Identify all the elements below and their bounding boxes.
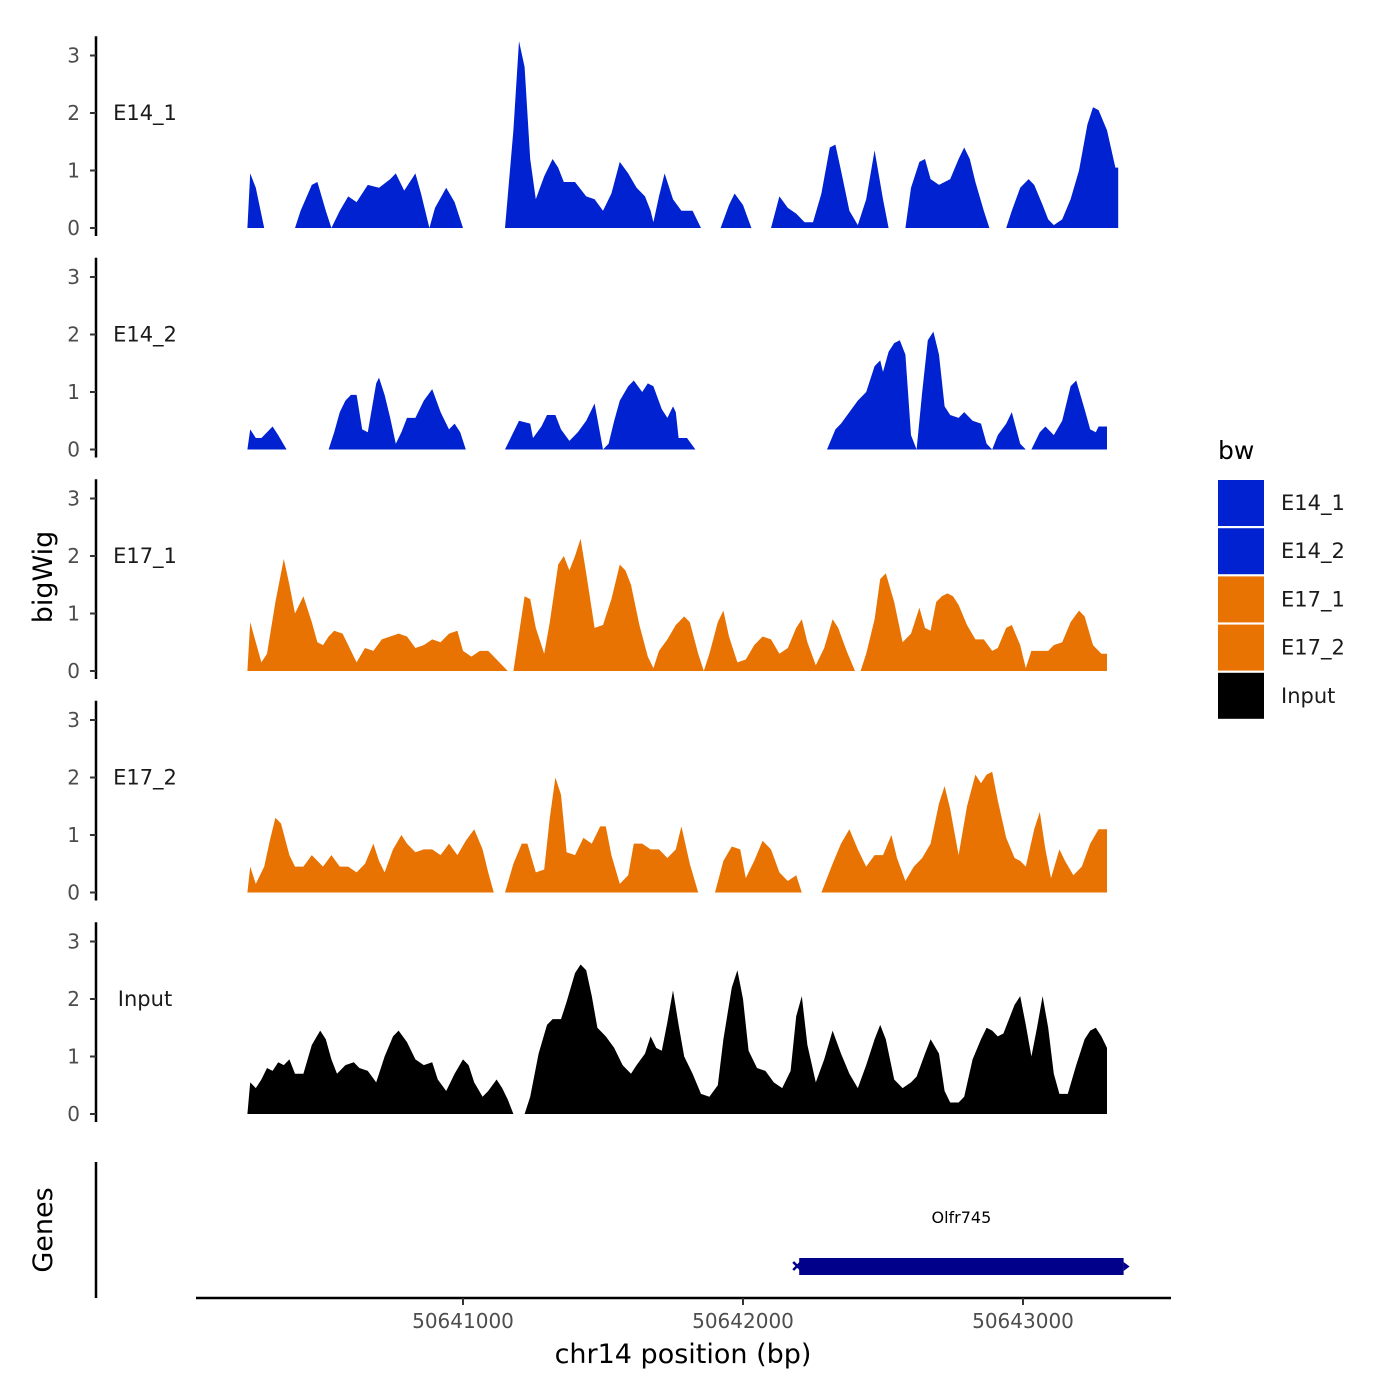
coverage-area-e14-2-0 [247, 426, 287, 450]
x-tick-label: 50641000 [412, 1309, 514, 1333]
genes-axis-title: Genes [28, 1187, 59, 1272]
x-axis-title: chr14 position (bp) [555, 1339, 812, 1370]
coverage-area-e17-2-3 [821, 771, 1107, 893]
legend-entries: E14_1 E14_2 E17_1 E17_2 Input [1218, 480, 1345, 719]
y-tick-label: 2 [67, 101, 80, 125]
y-tick-label: 1 [67, 159, 80, 183]
track-label-input: Input [118, 987, 172, 1011]
legend-label: E17_2 [1281, 636, 1345, 661]
legend-swatch [1218, 624, 1264, 671]
y-tick-label: 1 [67, 1045, 80, 1069]
legend-entry-e17-1: E17_1 [1218, 576, 1345, 623]
coverage-area-e17-1-2 [860, 573, 1107, 671]
legend-entry-input: Input [1218, 672, 1335, 719]
track-label-e14-2: E14_2 [113, 323, 177, 348]
legend: bw E14_1 E14_2 E17_1 E17_2 Input [1218, 436, 1345, 719]
y-tick-label: 2 [67, 766, 80, 790]
y-tick-label: 0 [67, 659, 80, 683]
coverage-area-e14-1-1 [295, 173, 463, 228]
x-ticks: 50641000 50642000 50643000 [412, 1298, 1074, 1333]
tracks-layer: 0 1 2 3 E14_1 0 1 2 3 E14_2 0 1 2 3 E17_1 0 1 2 3 E17_2 0 1 2 3… [67, 36, 1119, 1126]
y-tick-label: 0 [67, 438, 80, 462]
legend-swatch [1218, 528, 1264, 575]
y-tick-label: 1 [67, 380, 80, 404]
track-input: 0 1 2 3 Input [67, 922, 1107, 1126]
coverage-area-input-0 [247, 1030, 514, 1114]
track-e14-2: 0 1 2 3 E14_2 [67, 257, 1107, 462]
coverage-area-e17-2-1 [505, 777, 699, 893]
coverage-area-e14-1-0 [247, 173, 265, 228]
gene-strand-marker [792, 1261, 803, 1271]
track-label-e14-1: E14_1 [113, 101, 177, 126]
coverage-area-e17-2-0 [247, 817, 494, 893]
coverage-area-e17-1-0 [247, 558, 508, 671]
track-e17-1: 0 1 2 3 E17_1 [67, 479, 1107, 683]
y-tick-label: 1 [67, 602, 80, 626]
y-tick-label: 3 [67, 930, 80, 954]
coverage-area-e14-2-3 [827, 331, 1026, 450]
track-label-e17-1: E17_1 [113, 544, 177, 569]
legend-entry-e14-1: E14_1 [1218, 480, 1345, 526]
legend-label: Input [1281, 684, 1335, 708]
legend-entry-e17-2: E17_2 [1218, 624, 1345, 671]
legend-swatch [1218, 672, 1264, 719]
y-tick-label: 2 [67, 987, 80, 1011]
legend-label: E14_1 [1281, 491, 1345, 516]
gene-body [799, 1258, 1124, 1275]
gene-end-marker [1123, 1262, 1130, 1271]
legend-label: E17_1 [1281, 587, 1345, 612]
y-tick-label: 1 [67, 823, 80, 847]
track-label-e17-2: E17_2 [113, 766, 177, 791]
y-tick-label: 3 [67, 44, 80, 68]
legend-title: bw [1218, 436, 1254, 465]
gene-track: Olfr745 [94, 1162, 1130, 1298]
y-tick-label: 3 [67, 265, 80, 289]
coverage-area-e14-2-2 [505, 380, 696, 450]
legend-swatch [1218, 480, 1264, 526]
track-e14-1: 0 1 2 3 E14_1 [67, 36, 1119, 240]
y-axis-title: bigWig [28, 531, 59, 624]
x-tick-label: 50643000 [972, 1309, 1074, 1333]
coverage-area-e14-1-5 [905, 147, 990, 228]
y-tick-label: 3 [67, 708, 80, 732]
coverage-area-e14-2-4 [1031, 380, 1107, 450]
legend-entry-e14-2: E14_2 [1218, 528, 1345, 575]
y-tick-label: 2 [67, 544, 80, 568]
gene-shapes: Olfr745 [792, 1208, 1130, 1275]
coverage-area-e17-1-1 [513, 538, 855, 671]
coverage-area-input-1 [524, 964, 1107, 1114]
y-tick-label: 2 [67, 323, 80, 347]
coverage-area-e14-1-6 [1006, 107, 1119, 228]
x-axis: 50641000 50642000 50643000 [196, 1296, 1171, 1333]
track-e17-2: 0 1 2 3 E17_2 [67, 700, 1107, 905]
legend-swatch [1218, 576, 1264, 623]
coverage-area-e17-2-2 [715, 840, 802, 893]
coverage-area-e14-1-3 [720, 193, 752, 228]
y-tick-label: 0 [67, 881, 80, 905]
coverage-area-e14-2-1 [328, 377, 466, 450]
y-tick-label: 3 [67, 487, 80, 511]
coverage-area-e14-1-2 [505, 41, 701, 228]
y-tick-label: 0 [67, 1102, 80, 1126]
legend-label: E14_2 [1281, 539, 1345, 564]
gene-label: Olfr745 [932, 1208, 992, 1227]
y-tick-label: 0 [67, 216, 80, 240]
gene-olfr745: Olfr745 [792, 1208, 1130, 1275]
x-tick-label: 50642000 [692, 1309, 794, 1333]
coverage-area-e14-1-4 [771, 144, 889, 228]
